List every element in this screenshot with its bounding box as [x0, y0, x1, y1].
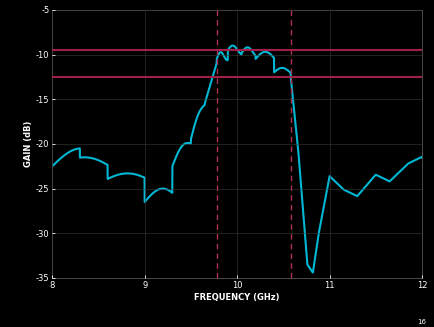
X-axis label: FREQUENCY (GHz): FREQUENCY (GHz) [194, 293, 279, 301]
Text: 16: 16 [416, 319, 425, 325]
Y-axis label: GAIN (dB): GAIN (dB) [24, 121, 33, 167]
